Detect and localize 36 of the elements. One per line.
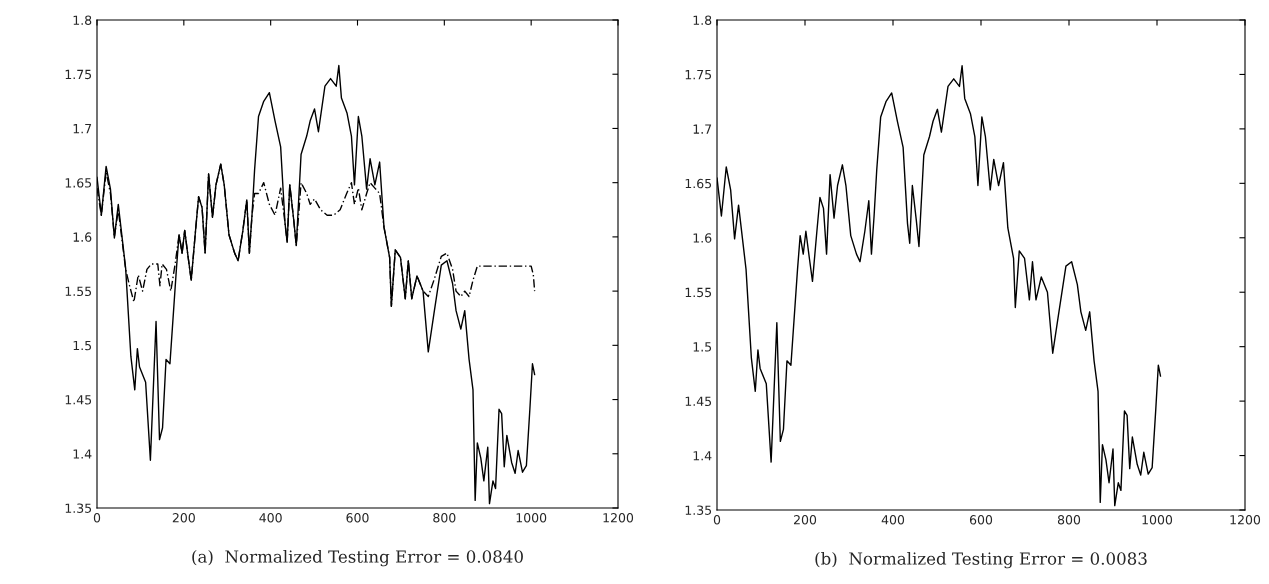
x-axis-title: (b) Normalized Testing Error = 0.0083 bbox=[815, 551, 1147, 569]
x-tick-label: 800 bbox=[433, 513, 456, 523]
y-tick-label: 1.5 bbox=[693, 342, 712, 352]
y-tick-label: 1.4 bbox=[693, 451, 712, 461]
x-tick-label: 1200 bbox=[603, 513, 634, 523]
x-tick-label: 1000 bbox=[516, 513, 547, 523]
y-tick-label: 1.35 bbox=[65, 503, 92, 513]
y-tick-label: 1.6 bbox=[73, 232, 92, 242]
x-tick-label: 200 bbox=[172, 513, 195, 523]
y-tick-label: 1.75 bbox=[65, 69, 92, 80]
y-tick-label: 1.55 bbox=[65, 286, 92, 297]
y-tick-label: 1.4 bbox=[73, 449, 92, 459]
x-tick-label: 600 bbox=[969, 515, 993, 525]
y-tick-label: 1.55 bbox=[685, 287, 712, 298]
y-tick-label: 1.6 bbox=[693, 233, 712, 243]
x-tick-label: 800 bbox=[1057, 515, 1081, 525]
x-tick-label: 200 bbox=[793, 515, 817, 525]
x-axis-title: (a) Normalized Testing Error = 0.0840 bbox=[192, 549, 523, 567]
x-tick-label: 0 bbox=[713, 515, 721, 525]
y-tick-label: 1.8 bbox=[73, 15, 92, 25]
x-tick-label: 0 bbox=[93, 513, 101, 523]
y-tick-label: 1.45 bbox=[685, 396, 712, 407]
y-tick-label: 1.35 bbox=[685, 505, 712, 515]
y-tick-label: 1.7 bbox=[73, 124, 92, 134]
x-tick-label: 400 bbox=[259, 513, 282, 523]
y-tick-label: 1.8 bbox=[693, 15, 712, 25]
x-tick-label: 400 bbox=[881, 515, 905, 525]
y-tick-label: 1.45 bbox=[65, 395, 92, 405]
x-tick-label: 1200 bbox=[1230, 515, 1261, 525]
y-tick-label: 1.7 bbox=[693, 124, 712, 134]
y-tick-label: 1.65 bbox=[65, 178, 92, 188]
x-tick-label: 1000 bbox=[1142, 515, 1173, 525]
x-tick-label: 600 bbox=[346, 513, 369, 523]
y-tick-label: 1.65 bbox=[685, 178, 712, 189]
y-tick-label: 1.5 bbox=[73, 340, 92, 351]
y-tick-label: 1.75 bbox=[685, 70, 712, 80]
